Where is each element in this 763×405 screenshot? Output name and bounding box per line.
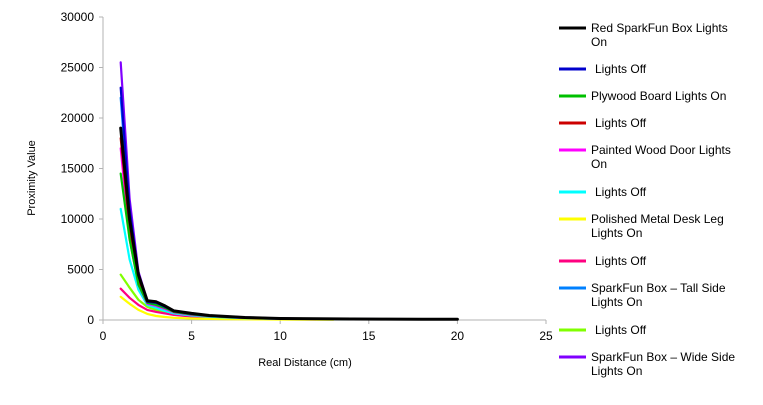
series-line-9 bbox=[119, 96, 317, 320]
legend-label-8: Lights Off bbox=[595, 254, 647, 268]
y-tick-label: 0 bbox=[87, 313, 94, 327]
legend-label-10: Lights Off bbox=[595, 323, 647, 337]
x-tick-label: 5 bbox=[188, 329, 195, 343]
legend-label-7: Lights On bbox=[591, 226, 642, 240]
legend-label-5: On bbox=[591, 157, 607, 171]
x-tick-label: 0 bbox=[100, 329, 107, 343]
legend-label-9: Lights On bbox=[591, 295, 642, 309]
legend-label-1: On bbox=[591, 35, 607, 49]
y-tick-label: 10000 bbox=[61, 212, 95, 226]
series-line-4 bbox=[119, 137, 317, 320]
series-line-11 bbox=[119, 61, 317, 320]
legend-label-6: Lights Off bbox=[595, 185, 647, 199]
series-line-1 bbox=[119, 126, 459, 321]
legend-label-11: Lights On bbox=[591, 364, 642, 378]
legend-label-1: Red SparkFun Box Lights bbox=[591, 21, 728, 35]
y-axis-title: Proximity Value bbox=[26, 140, 38, 216]
x-tick-label: 10 bbox=[274, 329, 288, 343]
y-tick-label: 5000 bbox=[67, 263, 94, 277]
axes bbox=[102, 17, 546, 321]
series-line-3 bbox=[119, 172, 353, 321]
legend-label-7: Polished Metal Desk Leg bbox=[591, 212, 724, 226]
series-line-2 bbox=[119, 86, 459, 321]
series-line-6 bbox=[119, 207, 282, 320]
legend-label-3: Plywood Board Lights On bbox=[591, 89, 726, 103]
y-tick-label: 30000 bbox=[61, 10, 95, 24]
legend-label-11: SparkFun Box – Wide Side bbox=[591, 350, 735, 364]
legend-label-4: Lights Off bbox=[595, 116, 647, 130]
x-tick-label: 25 bbox=[539, 329, 553, 343]
legend-label-5: Painted Wood Door Lights bbox=[591, 143, 731, 157]
x-tick-label: 20 bbox=[451, 329, 465, 343]
x-axis-title: Real Distance (cm) bbox=[258, 357, 352, 369]
series-line-5 bbox=[119, 147, 317, 321]
y-tick-label: 15000 bbox=[61, 162, 95, 176]
series-lines bbox=[119, 61, 459, 321]
y-tick-labels: 0 5000 10000 15000 20000 25000 30000 bbox=[61, 10, 103, 327]
legend-label-9: SparkFun Box – Tall Side bbox=[591, 281, 726, 295]
x-tick-label: 15 bbox=[362, 329, 376, 343]
legend-label-2: Lights Off bbox=[595, 62, 647, 76]
y-tick-label: 20000 bbox=[61, 111, 95, 125]
y-tick-label: 25000 bbox=[61, 61, 95, 75]
x-tick-labels: 0 5 10 15 20 25 bbox=[100, 320, 553, 343]
